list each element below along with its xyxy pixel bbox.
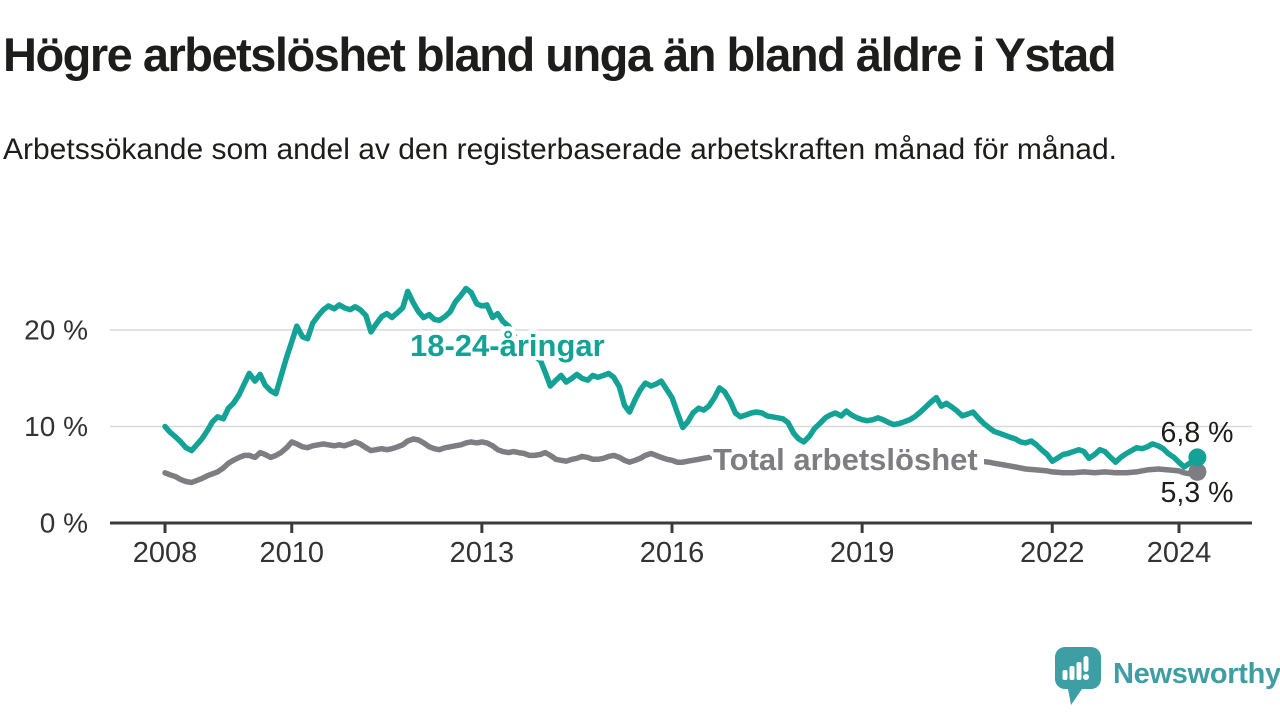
y-tick-label-20: 20 % (24, 315, 88, 346)
bar-chart-glyph (1062, 656, 1089, 680)
newsworthy-logo-text: Newsworthy (1113, 658, 1280, 690)
end-value-label-youth: 6,8 % (1161, 417, 1234, 449)
x-tick-label-2008: 2008 (133, 537, 198, 569)
x-tick-label-2010: 2010 (259, 537, 324, 569)
chart-title: Högre arbetslöshet bland unga än bland ä… (3, 28, 1117, 81)
x-tick-label-2022: 2022 (1020, 537, 1085, 569)
x-tick-label-2019: 2019 (830, 537, 895, 569)
y-tick-label-10: 10 % (24, 411, 88, 442)
series-line-youth (162, 285, 1201, 470)
series-end-dot-youth (1188, 448, 1207, 467)
y-tick-label-0: 0 % (40, 508, 88, 539)
newsworthy-branding: Newsworthy (1054, 646, 1280, 708)
x-tick-label-2024: 2024 (1147, 537, 1212, 569)
series-label-total: Total arbetslöshet (713, 442, 978, 477)
end-value-label-total: 5,3 % (1161, 477, 1234, 509)
exclamation-bar (1083, 656, 1089, 672)
chart-subtitle: Arbetssökande som andel av den registerb… (3, 133, 1117, 166)
series-label-youth: 18-24-åringar (410, 328, 605, 363)
series-line-total (162, 436, 1201, 486)
label-backdrop (712, 450, 984, 479)
x-tick-label-2013: 2013 (450, 537, 515, 569)
unemployment-line-chart: 0 % 10 % 20 % 2008 2010 2013 2016 2019 2022 2024 T… (24, 285, 1252, 569)
newsworthy-logo-icon (1055, 647, 1101, 705)
series-end-dot-total (1188, 462, 1207, 481)
exclamation-dot (1083, 674, 1089, 680)
x-tick-label-2016: 2016 (640, 537, 705, 569)
